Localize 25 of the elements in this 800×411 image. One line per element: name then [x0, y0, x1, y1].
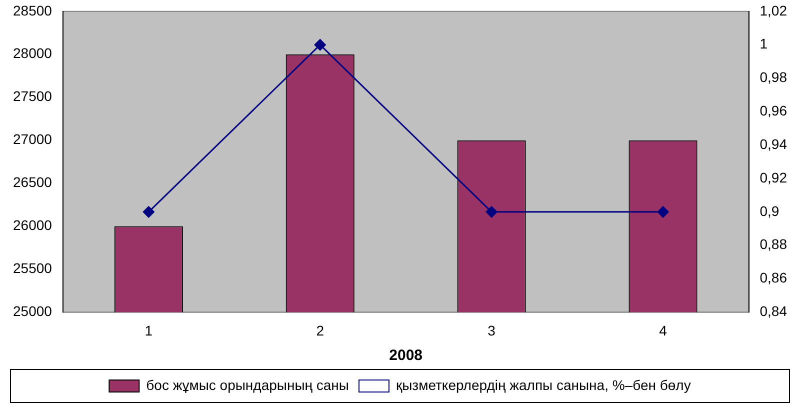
x-tick-label: 1 — [144, 322, 153, 338]
y2-tick-label: 0,88 — [760, 236, 788, 252]
legend-label: қызметкерлердің жалпы санына, %–бен бөлу — [396, 376, 691, 393]
y2-tick-label: 0,86 — [760, 270, 788, 286]
x-tick-label: 2 — [316, 322, 324, 338]
x-axis-title: 2008 — [389, 347, 423, 364]
y2-tick-label: 0,92 — [760, 169, 788, 186]
y2-tick-label: 0,9 — [760, 202, 780, 219]
y2-tick-label: 0,98 — [760, 69, 788, 86]
y-tick-label: 28000 — [12, 45, 52, 62]
y-tick-label: 27000 — [12, 131, 52, 148]
y-tick-label: 26000 — [12, 217, 52, 234]
y-tick-label: 26500 — [12, 174, 52, 190]
y-tick-label: 28500 — [12, 2, 52, 18]
x-tick-label: 4 — [659, 322, 668, 338]
legend-label: бос жұмыс орындарының саны — [146, 376, 349, 393]
y2-tick-label: 0,96 — [760, 102, 788, 119]
x-tick-label: 3 — [488, 322, 496, 338]
y2-tick-label: 1,02 — [760, 2, 788, 18]
y-tick-label: 25500 — [12, 260, 52, 276]
y2-tick-label: 1 — [760, 36, 768, 52]
y-tick-label: 27500 — [12, 88, 52, 104]
y2-tick-label: 0,94 — [760, 136, 788, 152]
y-tick-label: 25000 — [12, 303, 52, 320]
y2-tick-label: 0,84 — [760, 303, 788, 320]
